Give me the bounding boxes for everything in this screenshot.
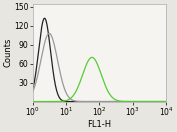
Y-axis label: Counts: Counts: [4, 38, 12, 67]
X-axis label: FL1-H: FL1-H: [87, 120, 111, 129]
